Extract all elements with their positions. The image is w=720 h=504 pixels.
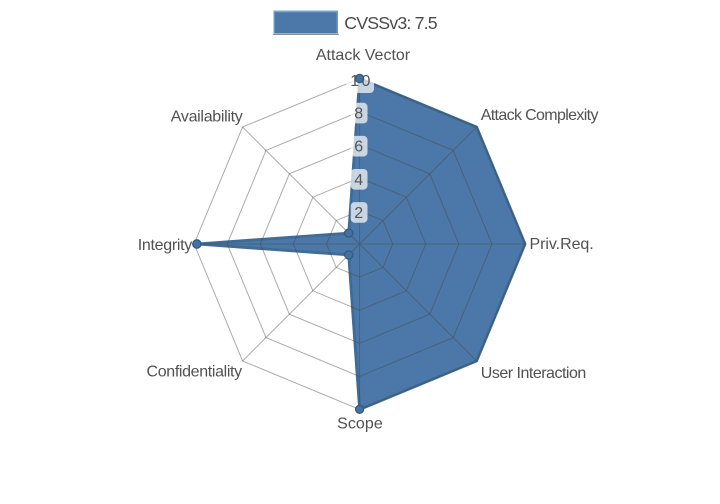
svg-text:Integrity: Integrity [138,237,193,254]
svg-text:Attack Complexity: Attack Complexity [481,107,599,124]
svg-text:User Interaction: User Interaction [481,365,586,382]
svg-text:Scope: Scope [337,415,383,432]
svg-text:6: 6 [354,139,363,156]
svg-text:2: 2 [354,205,363,222]
svg-text:Availability: Availability [171,108,243,125]
svg-text:Attack Vector: Attack Vector [316,47,411,64]
svg-text:Priv.Req.: Priv.Req. [530,236,594,253]
svg-text:Confidentiality: Confidentiality [147,364,243,381]
svg-text:8: 8 [354,106,363,123]
svg-text:4: 4 [354,172,363,189]
svg-text:CVSSv3: 7.5: CVSSv3: 7.5 [344,13,437,33]
svg-text:10: 10 [350,73,373,90]
